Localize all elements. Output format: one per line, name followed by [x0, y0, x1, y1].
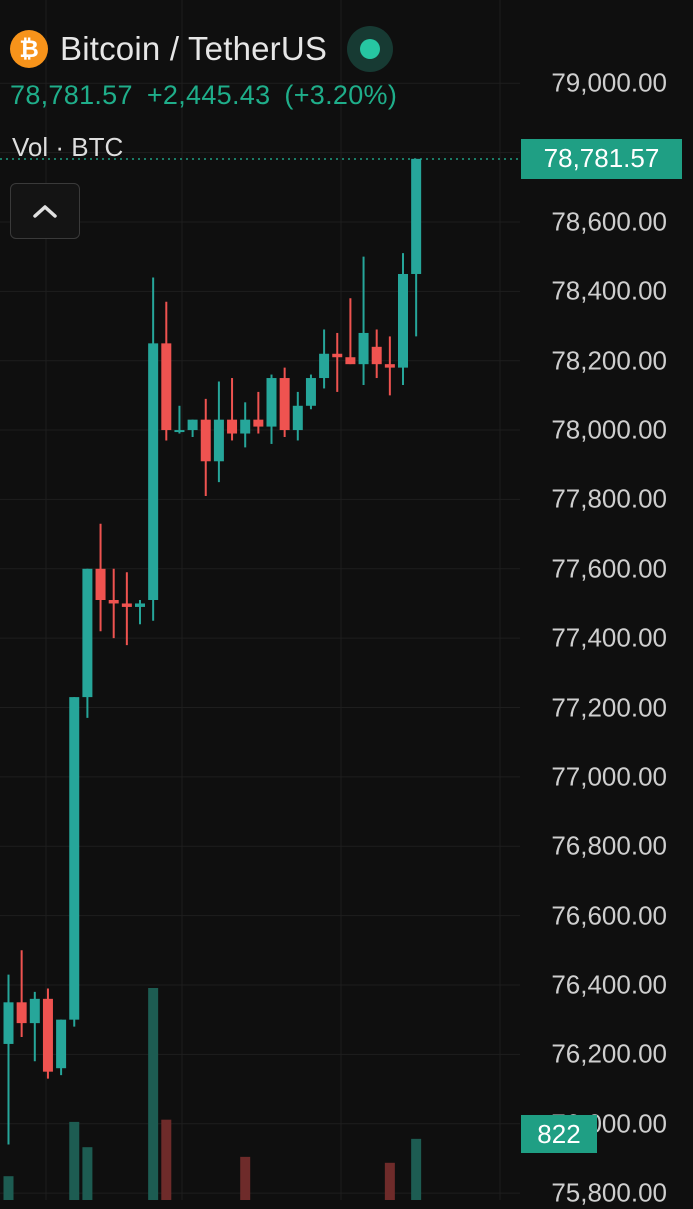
y-tick-label: 77,800.00 [551, 483, 667, 514]
y-tick-label: 78,600.00 [551, 206, 667, 237]
y-tick-label: 76,600.00 [551, 900, 667, 931]
volume-bar [161, 1119, 172, 1200]
volume-legend[interactable]: Vol · BTC [12, 132, 124, 162]
y-tick-label: 77,400.00 [551, 622, 667, 653]
volume-bar [240, 1156, 251, 1200]
candle-body [345, 357, 356, 365]
candle-body [82, 568, 93, 698]
y-tick-label: 78,000.00 [551, 414, 667, 445]
status-dot-icon [360, 39, 381, 59]
candle-body [69, 697, 80, 1020]
candle-body [56, 1019, 67, 1069]
candle-body [240, 419, 251, 434]
change-absolute: +2,445.43 [146, 80, 271, 110]
candle-body [16, 1002, 27, 1024]
y-tick-label: 75,800.00 [551, 1177, 667, 1208]
price-summary: 78,781.57 +2,445.43 (+3.20%) [10, 80, 411, 111]
volume-bar [148, 988, 159, 1200]
candle-body [266, 378, 277, 427]
candle-body [411, 158, 422, 274]
candle-body [358, 332, 369, 365]
candle-body [253, 419, 264, 427]
candle-body [292, 405, 303, 431]
volume-bar [82, 1147, 93, 1200]
current-price-label: 78,781.57 [521, 138, 682, 179]
y-tick-label: 78,400.00 [551, 275, 667, 306]
chevron-up-icon [33, 205, 57, 218]
volume-bar [384, 1162, 395, 1200]
volume-bar [411, 1138, 422, 1200]
candle-body [319, 353, 330, 379]
candle-body [227, 419, 238, 434]
candle-body [213, 419, 224, 462]
candle-body [398, 273, 408, 368]
y-tick-label: 76,200.00 [551, 1038, 667, 1069]
pair-title: Bitcoin / TetherUS [60, 30, 328, 67]
volume-value-label: 822 [521, 1115, 597, 1153]
y-tick-label: 76,800.00 [551, 830, 667, 861]
bitcoin-icon: ₿ [10, 30, 48, 68]
candle-body [371, 346, 382, 365]
candle-body [29, 998, 40, 1024]
candle-body [384, 364, 395, 368]
chart-header: ₿ Bitcoin / TetherUS [10, 26, 394, 72]
candle-body [3, 1002, 14, 1044]
volume-bar [3, 1176, 14, 1200]
candle-body [187, 419, 198, 431]
y-tick-label: 78,200.00 [551, 345, 667, 376]
candle-body [161, 343, 172, 431]
y-tick-label: 77,200.00 [551, 692, 667, 722]
last-price: 78,781.57 [10, 80, 133, 110]
market-status-indicator[interactable] [347, 26, 394, 72]
volume-bar [69, 1121, 80, 1200]
candle-body [135, 603, 145, 607]
candle-body [174, 430, 185, 433]
y-tick-label: 77,600.00 [551, 553, 667, 584]
candle-body [108, 600, 119, 604]
collapse-legend-button[interactable] [10, 183, 80, 239]
y-tick-label: 77,000.00 [551, 761, 667, 792]
candle-body [279, 378, 290, 431]
y-tick-label: 79,000.00 [551, 67, 667, 98]
candle-body [121, 603, 132, 607]
candle-body [42, 998, 53, 1072]
change-percent: (+3.20%) [284, 80, 398, 110]
candle-body [200, 419, 211, 462]
candle-body [305, 378, 316, 406]
candle-body [95, 568, 106, 600]
candle-body [332, 353, 343, 358]
y-tick-label: 76,400.00 [551, 969, 667, 1000]
candle-body [148, 343, 159, 600]
